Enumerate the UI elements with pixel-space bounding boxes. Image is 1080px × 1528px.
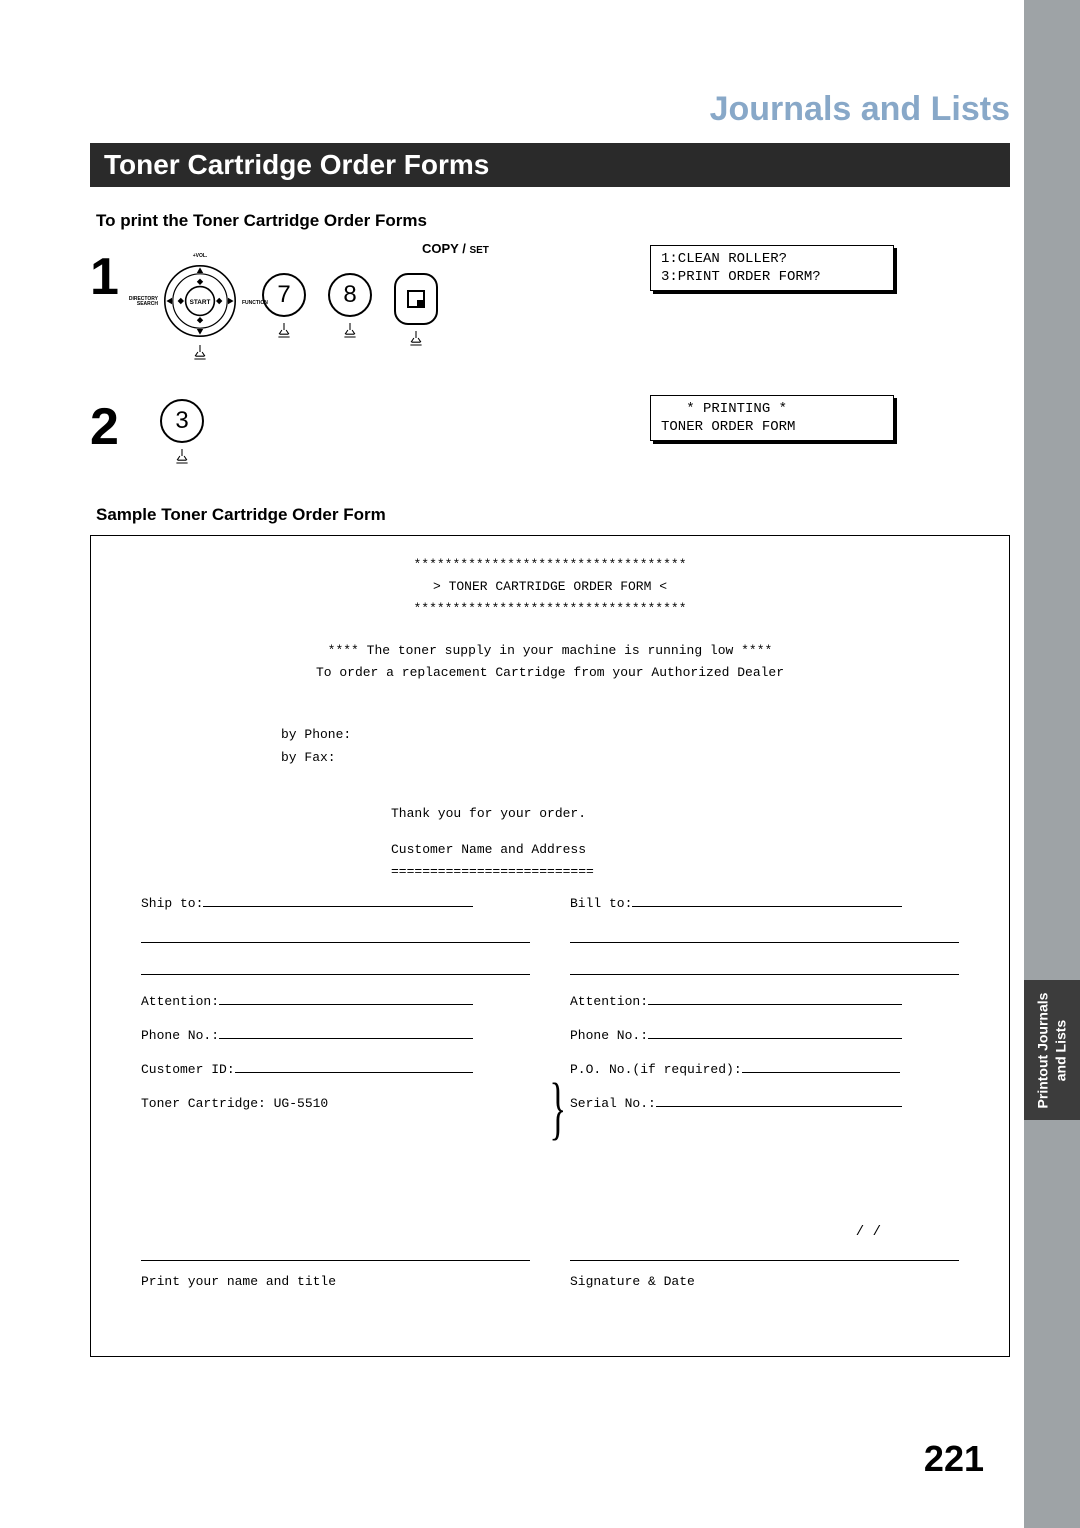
- key-3-label: 3: [175, 407, 188, 435]
- lcd-display-1: 1:CLEAN ROLLER? 3:PRINT ORDER FORM?: [650, 245, 894, 291]
- cust-hdr: Customer Name and Address: [141, 839, 959, 861]
- serial-row: Serial No.:: [570, 1093, 959, 1115]
- po-row: P.O. No.(if required):: [570, 1059, 959, 1081]
- ship-line-3: [141, 953, 530, 975]
- step-2-number: 2: [90, 395, 160, 453]
- bill-line-2: [570, 921, 959, 943]
- key-8-icon: 8: [328, 273, 372, 317]
- cust-bar: ==========================: [141, 861, 959, 883]
- copy-label: COPY: [422, 241, 459, 256]
- dial-function-label: FUNCTION: [242, 300, 268, 306]
- lcd2-line1: * PRINTING *: [661, 401, 787, 417]
- attention-label-l: Attention:: [141, 994, 219, 1009]
- press-icon: [402, 329, 430, 352]
- press-icon: [168, 447, 196, 470]
- copy-sep: /: [459, 241, 470, 256]
- dial-search-label: SEARCH: [137, 301, 158, 307]
- sign-sig-line: [570, 1239, 959, 1261]
- sig-date-label: Signature & Date: [570, 1271, 959, 1293]
- phone-label-r: Phone No.:: [570, 1028, 648, 1043]
- sidebar-stripe: [1024, 0, 1080, 1528]
- ship-to-row: Ship to:: [141, 893, 530, 915]
- sidebar-tab: Printout Journals and Lists: [1024, 980, 1080, 1120]
- toner-cart-label: Toner Cartridge:: [141, 1096, 274, 1111]
- key-3-icon: 3: [160, 399, 204, 443]
- by-phone-label: by Phone:: [141, 724, 959, 746]
- navigation-dial-icon: START +VOL. DIRECTORY SEARCH: [160, 261, 240, 341]
- bill-line-3: [570, 953, 959, 975]
- brace-icon: }: [549, 1084, 566, 1133]
- ship-line-2: [141, 921, 530, 943]
- chapter-title: Journals and Lists: [90, 90, 1010, 129]
- form-border-bottom: ***********************************: [141, 598, 959, 620]
- sample-form-heading: Sample Toner Cartridge Order Form: [96, 505, 1010, 525]
- page-number: 221: [924, 1438, 984, 1480]
- bill-to-row: Bill to:: [570, 893, 959, 915]
- dial-vol-label: +VOL.: [160, 253, 240, 259]
- po-label: P.O. No.(if required):: [570, 1062, 742, 1077]
- toner-cart-row: Toner Cartridge: UG-5510: [141, 1093, 530, 1115]
- sign-name-line: [141, 1239, 530, 1261]
- form-title: > TONER CARTRIDGE ORDER FORM <: [141, 576, 959, 598]
- thanks-line: Thank you for your order.: [141, 803, 959, 825]
- step-1: 1 COPY / SET START: [90, 245, 1010, 365]
- press-icon: [336, 321, 364, 344]
- phone-label-l: Phone No.:: [141, 1028, 219, 1043]
- lcd1-line1: 1:CLEAN ROLLER?: [661, 251, 787, 267]
- press-icon: [270, 321, 298, 344]
- key-8-label: 8: [343, 281, 356, 309]
- cust-id-row: Customer ID:: [141, 1059, 530, 1081]
- set-label: SET: [469, 245, 488, 256]
- cust-id-label: Customer ID:: [141, 1062, 235, 1077]
- section-bar: Toner Cartridge Order Forms: [90, 143, 1010, 187]
- date-slashes: / /: [856, 1221, 881, 1245]
- step-2: 2 3 * PRINTING * TONER ORDER FORM: [90, 395, 1010, 475]
- lcd1-line2: 3:PRINT ORDER FORM?: [661, 269, 821, 285]
- print-procedure-heading: To print the Toner Cartridge Order Forms: [90, 211, 1010, 231]
- form-border-top: ***********************************: [141, 554, 959, 576]
- serial-label: Serial No.:: [570, 1096, 656, 1111]
- copy-set-label: COPY / SET: [422, 241, 489, 256]
- copy-set-key-icon: [394, 273, 438, 325]
- phone-left: Phone No.:: [141, 1025, 530, 1047]
- lcd2-line2: TONER ORDER FORM: [661, 419, 795, 435]
- by-fax-label: by Fax:: [141, 747, 959, 769]
- lcd-display-2: * PRINTING * TONER ORDER FORM: [650, 395, 894, 441]
- ship-to-label: Ship to:: [141, 896, 203, 911]
- order-instruction: To order a replacement Cartridge from yo…: [141, 662, 959, 684]
- sidebar-tab-line2: and Lists: [1052, 1019, 1068, 1080]
- low-toner-line: **** The toner supply in your machine is…: [141, 640, 959, 662]
- sidebar-tab-line1: Printout Journals: [1035, 992, 1051, 1108]
- page-content: Journals and Lists Toner Cartridge Order…: [90, 90, 1010, 1357]
- attention-label-r: Attention:: [570, 994, 648, 1009]
- bill-to-label: Bill to:: [570, 896, 632, 911]
- toner-model: UG-5510: [274, 1096, 329, 1111]
- press-icon: [186, 343, 214, 366]
- key-7-icon: 7: [262, 273, 306, 317]
- attention-left: Attention:: [141, 991, 530, 1013]
- attention-right: Attention:: [570, 991, 959, 1013]
- phone-right: Phone No.:: [570, 1025, 959, 1047]
- print-name-label: Print your name and title: [141, 1271, 530, 1293]
- sample-form-frame: *********************************** > TO…: [90, 535, 1010, 1357]
- key-7-label: 7: [277, 281, 290, 309]
- step-1-number: 1: [90, 245, 160, 303]
- dial-start-label: START: [190, 299, 211, 306]
